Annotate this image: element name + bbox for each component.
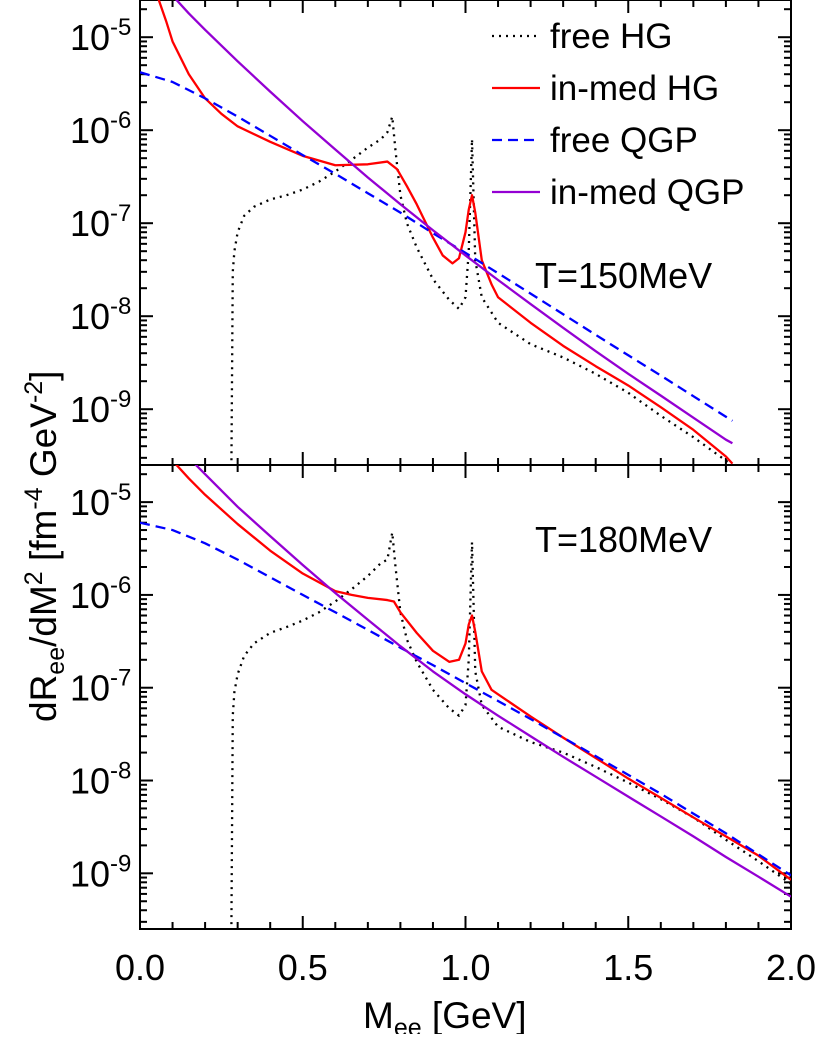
axis-ticks: 10-5 10-6 10-7 10-8 10-9 10-5 10-6 10-7 10-8 10-9… bbox=[70, 0, 816, 988]
bottom-panel-temperature-label: T=180MeV bbox=[535, 519, 712, 560]
series-in-med-hg-bottom bbox=[174, 465, 791, 881]
top-panel-temperature-label: T=150MeV bbox=[535, 255, 712, 296]
y-tick-label: 10-9 bbox=[70, 850, 131, 894]
y-tick-label: 10-8 bbox=[70, 293, 131, 337]
x-tick-label: 1.0 bbox=[440, 947, 490, 988]
series-in-med-qgp-bottom bbox=[194, 465, 791, 898]
x-tick-label: 2.0 bbox=[766, 947, 816, 988]
series-in-med-qgp-top bbox=[174, 0, 733, 445]
y-tick-label: 10-5 bbox=[70, 14, 131, 58]
legend-label: in-med QGP bbox=[550, 173, 745, 212]
x-tick-label: 0.0 bbox=[115, 947, 165, 988]
y-tick-label: 10-6 bbox=[70, 572, 131, 616]
series-in-med-hg-top bbox=[157, 0, 734, 465]
legend: free HG in-med HG free QGP in-med QGP bbox=[492, 17, 745, 212]
y-tick-label: 10-6 bbox=[70, 107, 131, 151]
y-tick-label: 10-5 bbox=[70, 479, 131, 523]
y-tick-label: 10-9 bbox=[70, 386, 131, 430]
legend-label: in-med HG bbox=[550, 69, 719, 108]
series-free-hg-bottom bbox=[230, 531, 791, 929]
legend-label: free HG bbox=[550, 17, 673, 56]
bottom-panel-curves bbox=[140, 465, 791, 929]
x-axis-title: Mee [GeV] bbox=[363, 995, 527, 1034]
y-axis-title: dRee/dM2 [fm-4 GeV-2] bbox=[20, 371, 70, 722]
y-tick-label: 10-7 bbox=[70, 665, 131, 709]
top-panel-curves bbox=[140, 0, 734, 465]
series-free-qgp-bottom bbox=[140, 521, 791, 877]
legend-label: free QGP bbox=[550, 121, 698, 160]
y-tick-label: 10-8 bbox=[70, 758, 131, 802]
x-tick-label: 0.5 bbox=[278, 947, 328, 988]
y-tick-label: 10-7 bbox=[70, 200, 131, 244]
x-tick-label: 1.5 bbox=[603, 947, 653, 988]
